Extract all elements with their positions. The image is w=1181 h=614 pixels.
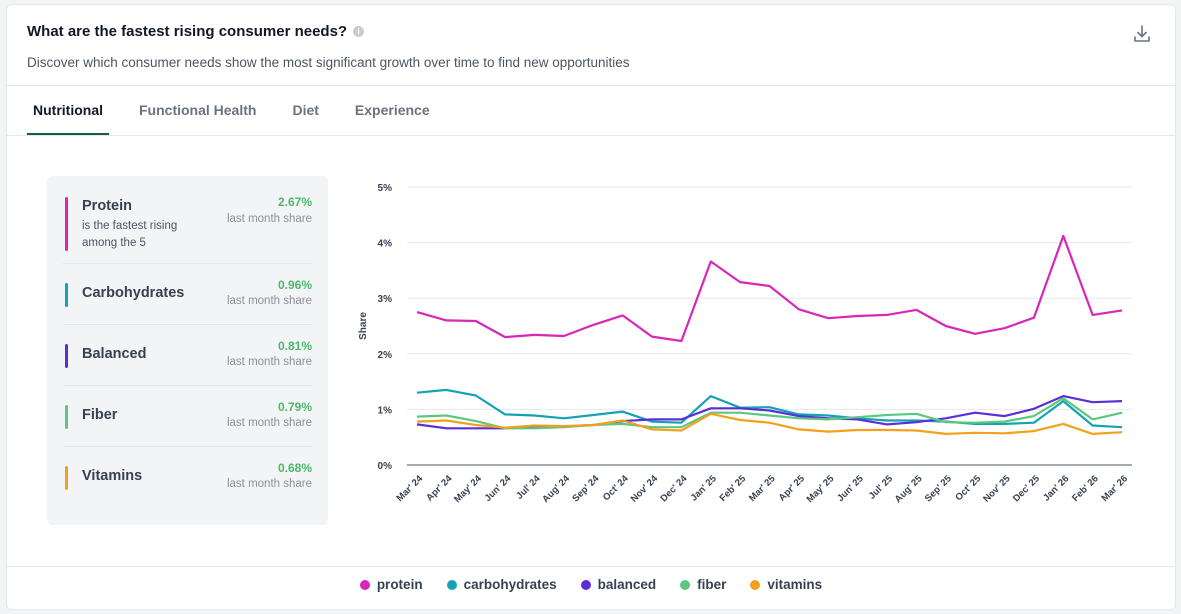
x-tick-label: Jun' 25	[835, 473, 866, 504]
needs-summary-panel: Protein is the fastest rising among the …	[47, 176, 328, 525]
x-tick-label: Feb' 26	[1070, 473, 1101, 504]
x-tick-label: Jan' 26	[1041, 473, 1071, 503]
card-title-row: What are the fastest rising consumer nee…	[27, 23, 1155, 40]
x-tick-label: Jul' 24	[514, 473, 543, 502]
legend-item-balanced[interactable]: balanced	[580, 577, 657, 592]
x-tick-label: Aug' 25	[893, 473, 925, 505]
tab-bar: Nutritional Functional Health Diet Exper…	[27, 85, 460, 135]
need-caption: last month share	[226, 213, 312, 225]
legend-label: protein	[376, 577, 423, 592]
x-tick-label: Mar' 26	[1099, 473, 1130, 504]
chart-legend: protein carbohydrates balanced fiber vitamin…	[7, 577, 1175, 592]
x-tick-label: Feb' 25	[718, 473, 749, 504]
need-item-carbohydrates[interactable]: Carbohydrates 0.96% last month share	[63, 264, 312, 325]
legend-label: balanced	[597, 577, 657, 592]
legend-dot	[580, 579, 591, 590]
need-item-vitamins[interactable]: Vitamins 0.68% last month share	[63, 447, 312, 508]
x-tick-label: Jun' 24	[483, 473, 514, 504]
need-color-bar	[65, 405, 68, 429]
x-tick-label: Oct' 24	[601, 473, 631, 503]
need-caption: last month share	[226, 478, 312, 490]
x-tick-label: Dec' 25	[1011, 473, 1043, 505]
need-color-bar	[65, 344, 68, 368]
need-value: 0.96%	[277, 278, 312, 292]
legend-item-carbohydrates[interactable]: carbohydrates	[446, 577, 557, 592]
x-tick-label: Nov' 25	[981, 473, 1013, 505]
x-tick-label: Oct' 25	[953, 473, 983, 503]
footer-divider	[7, 566, 1175, 567]
need-color-bar	[65, 197, 68, 251]
series-line-protein	[416, 234, 1123, 343]
x-tick-label: Aug' 24	[540, 473, 572, 505]
need-color-bar	[65, 283, 68, 307]
need-item-fiber[interactable]: Fiber 0.79% last month share	[63, 386, 312, 447]
info-icon[interactable]: i	[353, 26, 365, 37]
x-tick-label: Sep' 25	[923, 473, 955, 505]
series-line-carbohydrates	[416, 388, 1123, 429]
need-name: Protein	[82, 198, 132, 214]
need-color-bar	[65, 466, 68, 490]
series-line-vitamins	[416, 412, 1123, 435]
y-tick-label: 2%	[378, 350, 393, 361]
download-icon[interactable]	[1131, 23, 1153, 45]
need-caption: last month share	[226, 417, 312, 429]
y-tick-label: 1%	[378, 405, 393, 416]
chart-card: What are the fastest rising consumer nee…	[6, 4, 1176, 610]
x-tick-label: Mar' 25	[747, 473, 778, 504]
x-tick-label: May' 24	[452, 473, 484, 505]
need-value: 0.81%	[277, 339, 312, 353]
need-name: Vitamins	[82, 468, 143, 484]
x-tick-label: May' 25	[805, 473, 837, 505]
legend-dot	[446, 579, 457, 590]
y-tick-label: 5%	[378, 183, 393, 194]
x-tick-label: Apr' 25	[777, 473, 808, 504]
need-name: Fiber	[82, 407, 118, 423]
need-item-protein[interactable]: Protein is the fastest rising among the …	[63, 176, 312, 264]
x-tick-label: Sep' 24	[570, 473, 602, 505]
header-divider	[7, 85, 1175, 86]
tabs-divider	[7, 135, 1175, 136]
legend-dot	[680, 579, 691, 590]
series-line-fiber	[416, 397, 1123, 430]
need-value: 0.79%	[277, 400, 312, 414]
need-caption: last month share	[226, 356, 312, 368]
legend-dot	[750, 579, 761, 590]
need-value: 0.68%	[277, 461, 312, 475]
x-tick-label: Apr' 24	[424, 473, 455, 504]
legend-item-vitamins[interactable]: vitamins	[750, 577, 822, 592]
card-title: What are the fastest rising consumer nee…	[27, 23, 348, 40]
tab-nutritional[interactable]: Nutritional	[27, 85, 109, 135]
need-note: is the fastest rising among the 5	[82, 220, 178, 249]
y-tick-label: 0%	[378, 461, 393, 472]
x-tick-label: Mar' 24	[394, 473, 425, 504]
legend-label: fiber	[697, 577, 727, 592]
tab-diet[interactable]: Diet	[292, 102, 319, 118]
need-value: 2.67%	[277, 195, 312, 209]
y-tick-label: 3%	[378, 294, 393, 305]
tab-functional-health[interactable]: Functional Health	[139, 102, 257, 118]
legend-item-protein[interactable]: protein	[359, 577, 423, 592]
card-header: What are the fastest rising consumer nee…	[27, 23, 1155, 70]
x-tick-label: Jul' 25	[867, 473, 896, 502]
need-name: Balanced	[82, 346, 147, 362]
need-caption: last month share	[226, 295, 312, 307]
x-tick-label: Dec' 24	[658, 473, 690, 505]
need-name: Carbohydrates	[82, 285, 185, 301]
y-axis-label: Share	[358, 312, 369, 340]
card-subtitle: Discover which consumer needs show the m…	[27, 55, 630, 70]
y-tick-label: 4%	[378, 239, 393, 250]
x-tick-label: Jan' 25	[689, 473, 720, 504]
legend-label: carbohydrates	[463, 577, 557, 592]
x-tick-label: Nov' 24	[629, 473, 661, 505]
legend-dot	[359, 579, 370, 590]
legend-label: vitamins	[767, 577, 823, 592]
legend-item-fiber[interactable]: fiber	[680, 577, 726, 592]
tab-experience[interactable]: Experience	[354, 102, 430, 118]
need-item-balanced[interactable]: Balanced 0.81% last month share	[63, 325, 312, 386]
